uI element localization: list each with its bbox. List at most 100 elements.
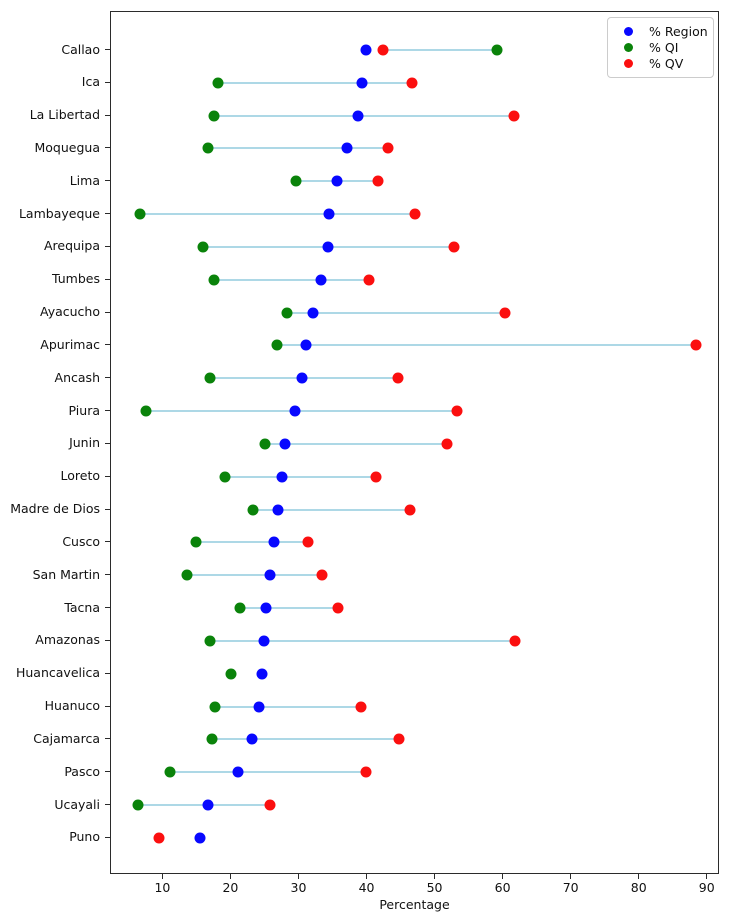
x-tick-label: 60 — [494, 880, 511, 895]
y-axis-label: Tacna — [64, 599, 100, 615]
data-point-region — [323, 208, 335, 220]
y-tick-mark — [105, 213, 110, 215]
y-axis-label: Cusco — [62, 533, 100, 549]
y-axis-label: Huancavelica — [15, 665, 100, 681]
y-tick-mark — [105, 639, 110, 641]
connector-line — [213, 114, 514, 117]
x-tick-mark — [638, 874, 640, 879]
data-point-qi — [247, 504, 259, 516]
legend-label-qi: % QI — [649, 40, 679, 55]
data-point-qv — [316, 569, 328, 581]
data-point-qi — [164, 766, 176, 778]
data-point-qi — [259, 438, 271, 450]
legend-entry-region: % Region — [616, 24, 708, 39]
y-axis-label: Pasco — [64, 763, 100, 779]
legend-label-region: % Region — [649, 24, 708, 39]
data-point-qi — [197, 241, 209, 253]
data-point-region — [352, 110, 364, 122]
data-point-qi — [190, 536, 202, 548]
x-tick-mark — [502, 874, 504, 879]
data-point-qi — [134, 208, 146, 220]
y-axis-label: San Martin — [32, 566, 100, 582]
legend-marker-qv-icon — [624, 59, 633, 68]
legend: % Region % QI % QV — [607, 17, 714, 78]
y-tick-mark — [105, 442, 110, 444]
data-point-qi — [234, 602, 246, 614]
connector-line — [383, 49, 497, 51]
data-point-region — [296, 372, 308, 384]
data-point-qi — [209, 701, 221, 713]
y-tick-mark — [105, 81, 110, 83]
legend-marker-qi-icon — [624, 43, 633, 52]
data-point-qv — [499, 307, 511, 319]
data-point-qv — [690, 339, 701, 351]
data-point-qi — [225, 668, 237, 680]
data-point-region — [341, 142, 353, 154]
data-point-qi — [290, 175, 302, 187]
data-point-region — [256, 668, 268, 680]
y-axis-label: Apurimac — [40, 336, 100, 352]
y-tick-mark — [105, 508, 110, 510]
data-point-region — [194, 832, 206, 844]
connector-line — [212, 738, 399, 741]
data-point-region — [276, 471, 288, 483]
y-tick-mark — [105, 672, 110, 674]
connector-line — [277, 344, 696, 347]
y-axis-label: Arequipa — [43, 238, 100, 254]
data-point-qi — [206, 733, 218, 745]
data-point-region — [260, 602, 272, 614]
connector-line — [187, 574, 322, 577]
legend-entry-qi: % QI — [616, 40, 705, 55]
data-point-qi — [208, 274, 220, 286]
data-point-qv — [509, 635, 521, 647]
x-tick-label: 80 — [630, 880, 647, 895]
data-point-qv — [363, 274, 375, 286]
data-point-qv — [370, 471, 382, 483]
connector-line — [215, 705, 361, 708]
y-tick-mark — [105, 475, 110, 477]
x-tick-mark — [229, 874, 231, 879]
y-axis-label: Piura — [68, 402, 100, 418]
y-tick-mark — [105, 541, 110, 543]
data-point-region — [289, 405, 301, 417]
y-tick-mark — [105, 705, 110, 707]
data-point-qv — [409, 208, 421, 220]
y-tick-mark — [105, 311, 110, 313]
connector-line — [224, 475, 376, 478]
data-point-qv — [392, 372, 404, 384]
connector-line — [265, 442, 448, 445]
x-axis-title: Percentage — [379, 897, 450, 912]
y-axis-label: Loreto — [60, 468, 101, 484]
data-point-region — [360, 44, 372, 56]
data-point-qv — [153, 832, 165, 844]
data-point-qv — [393, 733, 405, 745]
data-point-qv — [508, 110, 520, 122]
connector-line — [240, 607, 338, 610]
y-tick-mark — [105, 278, 110, 280]
data-point-region — [246, 733, 258, 745]
x-tick-mark — [706, 874, 708, 879]
plot-area: % Region % QI % QV — [110, 11, 719, 874]
data-point-region — [331, 175, 343, 187]
data-point-qi — [219, 471, 231, 483]
data-point-qi — [204, 372, 216, 384]
legend-entry-qv: % QV — [616, 56, 705, 71]
y-tick-mark — [105, 245, 110, 247]
data-point-region — [356, 77, 368, 89]
y-tick-mark — [105, 49, 110, 50]
data-point-region — [300, 339, 312, 351]
connector-line — [253, 508, 410, 511]
y-axis-label: Tumbes — [52, 271, 100, 287]
x-tick-mark — [570, 874, 572, 879]
y-axis-label: Ayacucho — [40, 304, 100, 320]
y-tick-mark — [105, 114, 110, 116]
y-axis-label: Puno — [69, 829, 100, 845]
connector-line — [170, 771, 367, 774]
y-tick-mark — [105, 180, 110, 182]
connector-line — [196, 541, 309, 544]
data-point-qi — [271, 339, 283, 351]
legend-marker-region-icon — [624, 27, 633, 36]
y-tick-mark — [105, 377, 110, 379]
y-axis-label: Lambayeque — [18, 205, 100, 221]
connector-line — [217, 81, 412, 84]
